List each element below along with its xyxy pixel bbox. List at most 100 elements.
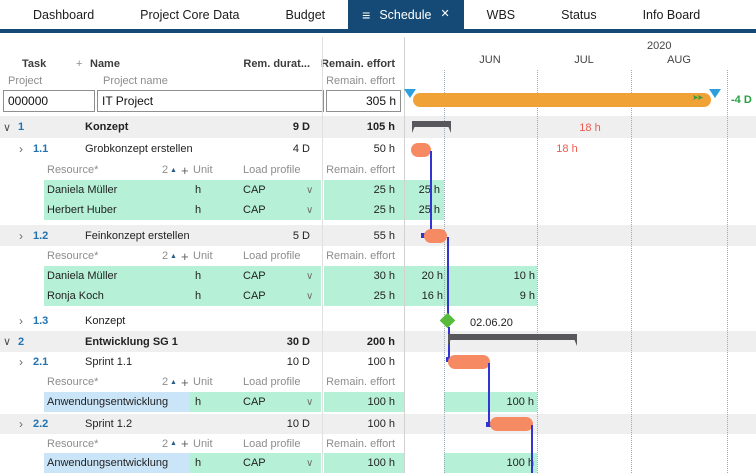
task-row-1-3[interactable]: › 1.3 Konzept bbox=[0, 311, 756, 331]
dropdown-icon[interactable]: ∨ bbox=[306, 457, 314, 469]
project-start-marker-icon[interactable] bbox=[404, 89, 416, 98]
resource-cell-bg bbox=[44, 200, 321, 220]
resource-effort-bg bbox=[324, 266, 404, 286]
tab-info-board[interactable]: Info Board bbox=[642, 7, 701, 22]
dependency-line bbox=[531, 425, 533, 473]
gantt-effort-band: 25 h bbox=[404, 180, 444, 200]
project-effort-input[interactable] bbox=[326, 90, 401, 112]
task-row-2-1[interactable]: › 2.1 Sprint 1.1 10 D 100 h bbox=[0, 352, 756, 372]
task-name[interactable]: Konzept bbox=[85, 315, 126, 327]
sort-asc-icon[interactable]: ▲ bbox=[170, 166, 177, 174]
load-profile-col: Load profile bbox=[243, 376, 301, 388]
task-row-1-1[interactable]: › 1.1 Grobkonzept erstellen 4 D 50 h bbox=[0, 138, 756, 160]
task-name[interactable]: Grobkonzept erstellen bbox=[85, 143, 193, 155]
sort-asc-icon[interactable]: ▲ bbox=[170, 378, 177, 386]
tab-wbs[interactable]: WBS bbox=[486, 7, 516, 22]
expand-icon[interactable]: › bbox=[19, 355, 23, 369]
task-name[interactable]: Entwicklung SG 1 bbox=[85, 335, 178, 348]
tab-bar: Dashboard Project Core Data Budget ≡ Sch… bbox=[0, 0, 756, 33]
task-name[interactable]: Sprint 1.2 bbox=[85, 418, 133, 430]
resource-effort-bg bbox=[324, 286, 404, 306]
expand-icon[interactable]: › bbox=[19, 142, 23, 156]
add-resource-button[interactable]: + bbox=[181, 162, 189, 178]
summary-bar-1[interactable] bbox=[412, 121, 451, 133]
resource-row[interactable]: Daniela Müller h CAP ∨ 30 h 20 h 10 h bbox=[0, 266, 756, 286]
summary-bar-2[interactable] bbox=[448, 334, 577, 346]
expand-icon[interactable]: › bbox=[19, 417, 23, 431]
sort-asc-icon[interactable]: ▲ bbox=[170, 252, 177, 260]
resource-name[interactable]: Herbert Huber bbox=[47, 204, 117, 216]
effort-col: Remain. effort bbox=[326, 164, 395, 176]
menu-icon[interactable]: ≡ bbox=[362, 6, 371, 23]
project-end-marker-icon[interactable] bbox=[709, 89, 721, 98]
resource-row[interactable]: Ronja Koch h CAP ∨ 25 h 16 h 9 h bbox=[0, 286, 756, 306]
resource-row[interactable]: Anwendungsentwicklung h CAP ∨ 100 h 100 … bbox=[0, 453, 756, 473]
resource-name[interactable]: Daniela Müller bbox=[47, 184, 118, 196]
task-effort: 200 h bbox=[366, 335, 395, 348]
task-row-2-2[interactable]: › 2.2 Sprint 1.2 10 D 100 h bbox=[0, 414, 756, 434]
resource-effort: 25 h bbox=[373, 184, 395, 196]
add-resource-button[interactable]: + bbox=[181, 374, 189, 390]
resource-col[interactable]: Resource* bbox=[47, 164, 99, 176]
dropdown-icon[interactable]: ∨ bbox=[306, 184, 314, 196]
expand-icon[interactable]: › bbox=[19, 228, 23, 243]
project-name-input[interactable] bbox=[97, 90, 324, 112]
resource-unit: h bbox=[195, 184, 202, 196]
expand-icon[interactable]: › bbox=[19, 314, 23, 328]
task-bar-2-1[interactable] bbox=[448, 355, 490, 369]
wbs-number: 1.1 bbox=[33, 143, 49, 155]
resource-name[interactable]: Daniela Müller bbox=[47, 270, 118, 282]
gantt-effort-band: 25 h bbox=[404, 200, 444, 220]
task-effort: 50 h bbox=[373, 143, 395, 155]
add-resource-button[interactable]: + bbox=[181, 436, 189, 451]
task-bar-1-2[interactable] bbox=[424, 229, 447, 243]
resource-col[interactable]: Resource* bbox=[47, 437, 99, 450]
resource-row[interactable]: Daniela Müller h CAP ∨ 25 h 25 h bbox=[0, 180, 756, 200]
tab-budget[interactable]: Budget bbox=[285, 7, 326, 22]
dropdown-icon[interactable]: ∨ bbox=[306, 396, 314, 408]
project-id-input[interactable] bbox=[3, 90, 95, 112]
milestone-diamond[interactable] bbox=[439, 312, 456, 329]
tab-schedule[interactable]: ≡ Schedule ✕ bbox=[348, 0, 464, 29]
resource-name[interactable]: Anwendungsentwicklung bbox=[47, 457, 169, 469]
collapse-icon[interactable]: ∨ bbox=[3, 336, 12, 348]
task-name[interactable]: Sprint 1.1 bbox=[85, 356, 133, 368]
resource-header-row: Resource* 2 ▲ + Unit Load profile Remain… bbox=[0, 246, 756, 266]
close-icon[interactable]: ✕ bbox=[440, 8, 450, 20]
task-row-1[interactable]: ∨ 1 Konzept 9 D 105 h bbox=[0, 116, 756, 138]
resource-effort-bg bbox=[324, 200, 404, 220]
tab-project-core-data[interactable]: Project Core Data bbox=[140, 7, 240, 22]
col-duration[interactable]: Rem. durat... bbox=[243, 57, 310, 70]
tab-status[interactable]: Status bbox=[561, 7, 597, 22]
overload-label-1: 18 h bbox=[579, 122, 601, 134]
dropdown-icon[interactable]: ∨ bbox=[306, 290, 314, 302]
task-bar-2-2[interactable] bbox=[490, 417, 533, 431]
resource-col[interactable]: Resource* bbox=[47, 250, 99, 262]
task-row-1-2[interactable]: › 1.2 Feinkonzept erstellen 5 D 55 h bbox=[0, 225, 756, 246]
task-name[interactable]: Feinkonzept erstellen bbox=[85, 229, 190, 242]
gantt-effort-band: 100 h bbox=[444, 453, 537, 473]
schedule-content: Task + Name Rem. durat... Remain. effort… bbox=[0, 37, 756, 473]
resource-col[interactable]: Resource* bbox=[47, 376, 99, 388]
col-name[interactable]: Name bbox=[90, 57, 120, 70]
task-bar-1-1[interactable] bbox=[411, 143, 431, 157]
resource-name[interactable]: Anwendungsentwicklung bbox=[47, 396, 169, 408]
resource-row[interactable]: Anwendungsentwicklung h CAP ∨ 100 h 100 … bbox=[0, 392, 756, 412]
col-effort[interactable]: Remain. effort bbox=[321, 57, 395, 70]
task-name[interactable]: Konzept bbox=[85, 121, 129, 133]
add-column-button[interactable]: + bbox=[76, 57, 83, 70]
resource-row[interactable]: Herbert Huber h CAP ∨ 25 h 25 h bbox=[0, 200, 756, 220]
dropdown-icon[interactable]: ∨ bbox=[306, 204, 314, 216]
tab-dashboard[interactable]: Dashboard bbox=[33, 7, 95, 22]
table-gantt-divider[interactable] bbox=[404, 37, 405, 473]
sort-asc-icon[interactable]: ▲ bbox=[170, 440, 177, 447]
project-gantt-bar[interactable] bbox=[413, 93, 711, 107]
resource-unit: h bbox=[195, 457, 202, 469]
unit-col: Unit bbox=[193, 376, 213, 388]
add-resource-button[interactable]: + bbox=[181, 248, 189, 264]
col-task[interactable]: Task bbox=[22, 57, 47, 70]
dropdown-icon[interactable]: ∨ bbox=[306, 270, 314, 282]
unit-col: Unit bbox=[193, 250, 213, 262]
resource-name[interactable]: Ronja Koch bbox=[47, 290, 104, 302]
collapse-icon[interactable]: ∨ bbox=[3, 121, 12, 134]
